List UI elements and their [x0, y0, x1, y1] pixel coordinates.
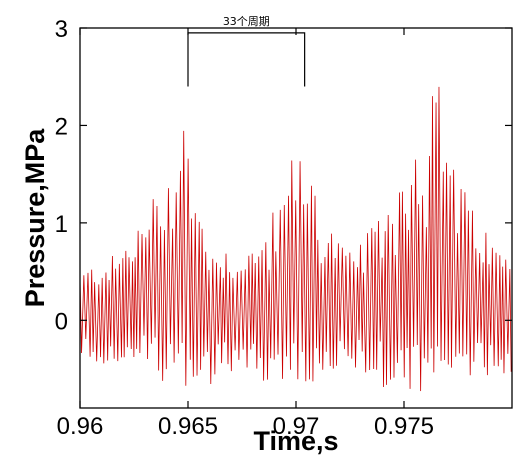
x-axis-title: Time,s [253, 426, 338, 456]
pressure-signal-line [79, 86, 512, 392]
annotation-label: 33个周期 [223, 15, 270, 28]
annotation-bracket [187, 32, 306, 87]
y-axis-title: Pressure,MPa [20, 128, 50, 308]
y-tick-label: 2 [55, 113, 68, 140]
y-tick-label: 0 [55, 308, 68, 335]
y-tick-label: 3 [55, 16, 68, 43]
x-tick-label: 0.975 [374, 413, 434, 440]
x-tick-label: 0.97 [273, 413, 320, 440]
x-tick-label: 0.96 [57, 413, 104, 440]
axes: 0.96 0.965 0.97 0.975 0 1 2 3 [55, 16, 513, 440]
y-tick-label: 1 [55, 211, 68, 238]
x-tick-label: 0.965 [158, 413, 218, 440]
cycle-annotation: 33个周期 [187, 15, 306, 87]
